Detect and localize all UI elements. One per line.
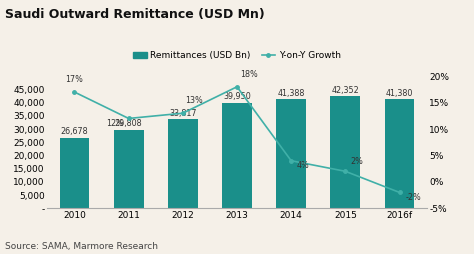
Text: 4%: 4% bbox=[297, 161, 310, 170]
Text: 26,678: 26,678 bbox=[61, 128, 88, 136]
Text: 18%: 18% bbox=[240, 70, 258, 79]
Legend: Remittances (USD Bn), Y-on-Y Growth: Remittances (USD Bn), Y-on-Y Growth bbox=[129, 48, 345, 64]
Bar bbox=[168, 119, 198, 208]
Text: 41,380: 41,380 bbox=[386, 89, 413, 98]
Text: Source: SAMA, Marmore Research: Source: SAMA, Marmore Research bbox=[5, 243, 158, 251]
Text: 29,808: 29,808 bbox=[115, 119, 143, 128]
Text: 42,352: 42,352 bbox=[331, 86, 359, 95]
Text: 13%: 13% bbox=[185, 96, 202, 105]
Text: 39,950: 39,950 bbox=[223, 92, 251, 101]
Bar bbox=[330, 97, 360, 208]
Text: Saudi Outward Remittance (USD Mn): Saudi Outward Remittance (USD Mn) bbox=[5, 8, 264, 21]
Bar bbox=[384, 99, 414, 208]
Text: 33,817: 33,817 bbox=[169, 109, 197, 118]
Bar bbox=[276, 99, 306, 208]
Bar bbox=[222, 103, 252, 208]
Text: 2%: 2% bbox=[351, 157, 364, 166]
Bar bbox=[114, 130, 144, 208]
Text: -2%: -2% bbox=[405, 193, 421, 202]
Text: 41,388: 41,388 bbox=[277, 89, 305, 98]
Text: 12%: 12% bbox=[106, 119, 124, 128]
Bar bbox=[60, 138, 90, 208]
Text: 17%: 17% bbox=[65, 75, 83, 84]
